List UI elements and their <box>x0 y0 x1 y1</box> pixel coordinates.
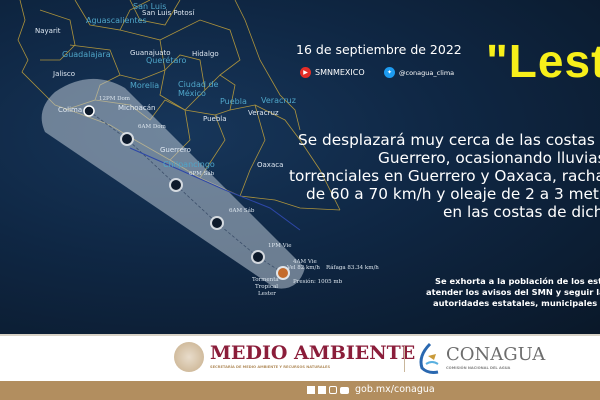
map-label: Puebla <box>203 115 227 123</box>
map-label: Guadalajara <box>62 50 111 59</box>
map-label: Ciudad de México <box>178 80 219 98</box>
state-borders <box>17 0 341 211</box>
youtube-handle[interactable]: ▶ SMNMEXICO <box>300 67 365 78</box>
map-label: Colima <box>58 106 83 114</box>
note-line: autoridades estatales, municipales y <box>433 298 600 308</box>
map-label: Michoacán <box>118 104 156 112</box>
map-label: Veracruz <box>261 96 296 105</box>
alt-track <box>129 147 301 231</box>
track-label: 6AM Dom <box>138 124 166 130</box>
current-storm-icon <box>276 266 290 280</box>
storm-map: Nayarit Jalisco Guadalajara Aguascalient… <box>0 0 600 334</box>
twitter-icon: ✦ <box>384 67 395 78</box>
note-line: atender los avisos del SMN y seguir las <box>426 287 600 297</box>
map-label: Jalisco <box>53 70 76 78</box>
depression-icon <box>83 105 95 117</box>
map-label: San Luis <box>133 2 167 11</box>
twitter-label: @conagua_clima <box>399 68 455 77</box>
storm-name: Tormenta <box>252 277 279 283</box>
semarnat-subtitle: SECRETARÍA DE MEDIO AMBIENTE Y RECURSOS … <box>210 365 331 369</box>
conagua-logo-icon <box>419 342 439 374</box>
date: 16 de septiembre de 2022 <box>296 42 462 57</box>
storm-name: Tropical <box>255 284 279 290</box>
instagram-icon[interactable] <box>329 386 337 394</box>
map-label: San Luis Potosí <box>142 9 195 17</box>
current-wind: Vel 82 km/h <box>287 265 320 271</box>
map-label: Puebla <box>220 97 247 106</box>
forecast-track <box>88 110 284 274</box>
social-icons <box>307 386 349 394</box>
mexico-emblem-icon <box>174 342 204 372</box>
map-graphic <box>17 0 341 289</box>
storm-name: Lester <box>258 291 276 297</box>
twitter-handle[interactable]: ✦ @conagua_clima <box>384 67 454 78</box>
map-label: Veracruz <box>248 109 279 117</box>
track-label: 12PM Dom <box>99 96 131 102</box>
track-label: 1PM Vie <box>268 243 292 249</box>
map-label: Chilpancingo <box>163 160 215 169</box>
main-text-line: Se desplazará muy cerca de las costas c <box>298 131 600 149</box>
map-label: Aguascalientes <box>86 16 147 25</box>
track-label: 6PM Sáb <box>189 171 215 177</box>
map-label: Guerrero <box>160 146 191 154</box>
footer-bar: gob.mx/conagua <box>0 381 600 400</box>
current-time: 4AM Vie <box>293 259 317 265</box>
footer: MEDIO AMBIENTE SECRETARÍA DE MEDIO AMBIE… <box>0 334 600 381</box>
storm-icon <box>251 250 265 264</box>
main-text-line: torrenciales en Guerrero y Oaxaca, racha <box>289 167 600 185</box>
twitter-icon[interactable] <box>318 386 326 394</box>
note-line: Se exhorta a la población de los esta <box>435 276 600 286</box>
youtube-icon: ▶ <box>300 67 311 78</box>
track-label: 6AM Sáb <box>229 208 255 214</box>
facebook-icon[interactable] <box>307 386 315 394</box>
storm-icon <box>169 178 183 192</box>
conagua-subtitle: COMISIÓN NACIONAL DEL AGUA <box>446 366 511 370</box>
main-text-line: en las costas de dich <box>443 203 600 221</box>
map-label: Guanajuato <box>130 49 171 57</box>
headline: "Lest <box>486 35 600 87</box>
main-text-line: Guerrero, ocasionando lluvias <box>378 149 600 167</box>
storm-icon <box>120 132 134 146</box>
map-label: Nayarit <box>35 27 61 35</box>
current-pressure: Presión: 1005 mb <box>293 279 343 285</box>
semarnat-title: MEDIO AMBIENTE <box>210 342 416 364</box>
map-label: Querétaro <box>146 56 187 65</box>
track-icons <box>83 105 290 280</box>
current-gusts: Ráfaga 83.34 km/h <box>326 265 379 271</box>
youtube-label: SMNMEXICO <box>315 68 365 77</box>
map-label: Oaxaca <box>257 161 284 169</box>
conagua-title: CONAGUA <box>446 344 546 365</box>
youtube-icon[interactable] <box>340 387 349 394</box>
storm-icon <box>210 216 224 230</box>
map-label: Morelia <box>130 81 160 90</box>
map-label: Hidalgo <box>192 50 219 58</box>
website-link[interactable]: gob.mx/conagua <box>355 384 435 395</box>
main-text-line: de 60 a 70 km/h y oleaje de 2 a 3 metro <box>306 185 600 203</box>
divider <box>404 346 405 372</box>
